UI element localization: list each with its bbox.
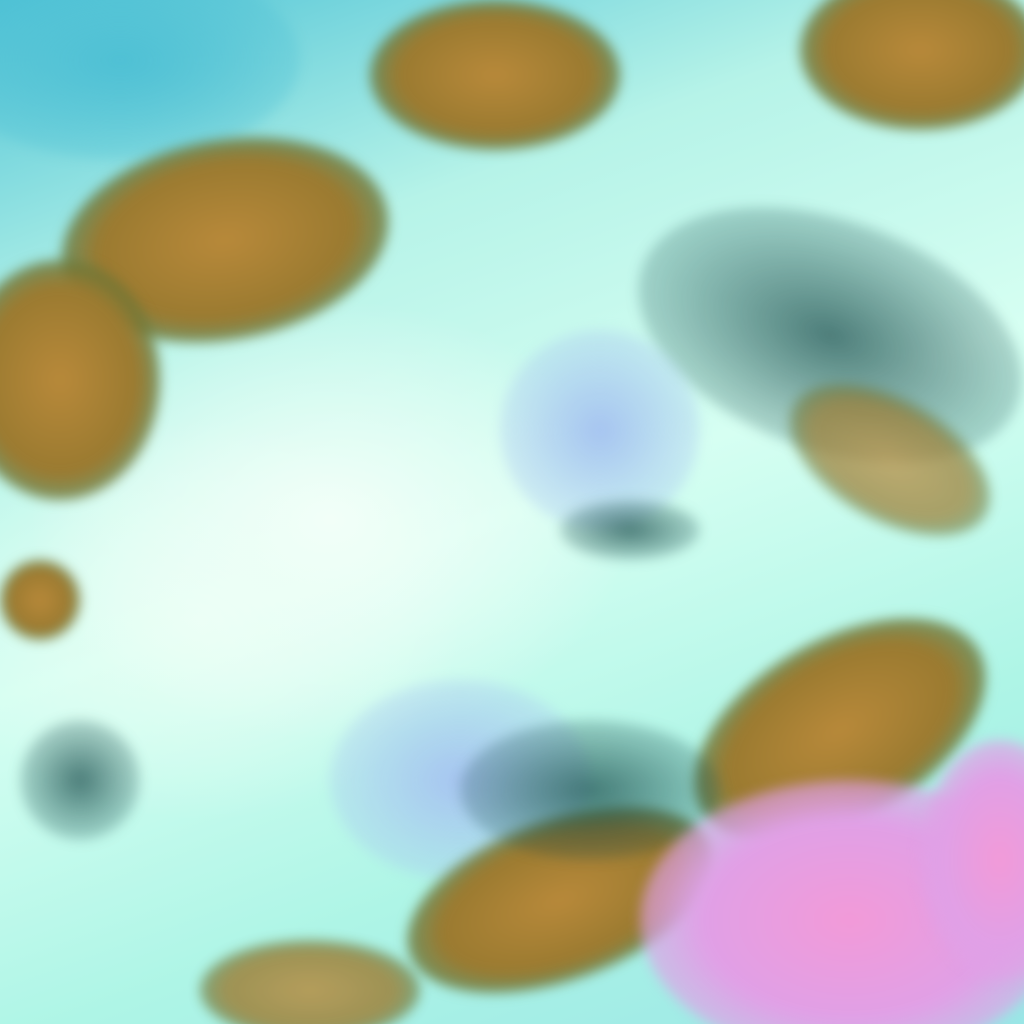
land-mass [200,940,420,1024]
land-mass [800,0,1024,130]
cloud-streaks [460,720,720,860]
cloud-streaks [560,500,700,560]
land-mass [0,560,80,640]
land-mass [0,260,160,500]
land-mass [370,0,620,150]
sea-region [0,0,300,160]
cloud-streaks [20,720,140,840]
thin-cloud [500,330,700,530]
